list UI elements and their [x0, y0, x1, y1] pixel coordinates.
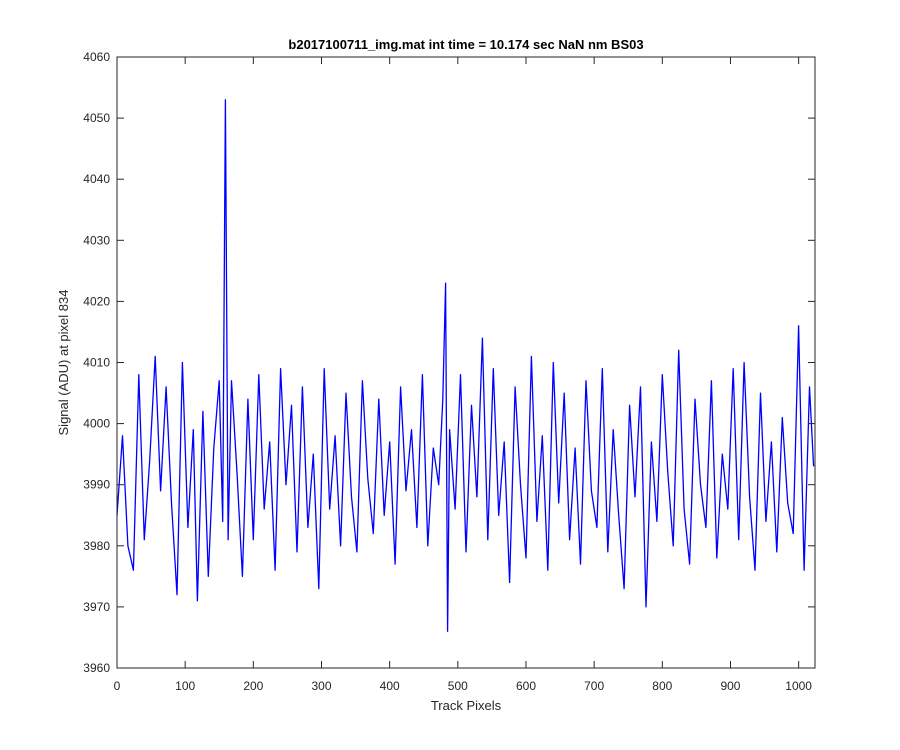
x-tick-label: 900: [720, 679, 740, 693]
y-tick-label: 4050: [83, 111, 110, 125]
x-axis: 0 100 200 300 400 500 600 700 800 900 1000: [114, 57, 812, 693]
y-tick-label: 4030: [83, 233, 110, 247]
y-tick-label: 4020: [83, 294, 110, 308]
x-tick-label: 100: [175, 679, 195, 693]
y-axis-label: Signal (ADU) at pixel 834: [56, 290, 71, 436]
data-layer: [116, 99, 815, 632]
x-tick-label: 700: [584, 679, 604, 693]
y-axis: 3960 3970 3980 3990 4000 4010 4020 4030 4040 4050…: [83, 50, 815, 675]
y-tick-label: 4040: [83, 172, 110, 186]
x-tick-label: 600: [516, 679, 536, 693]
x-tick-label: 500: [448, 679, 468, 693]
x-tick-label: 0: [114, 679, 121, 693]
y-tick-label: 3960: [83, 661, 110, 675]
x-tick-label: 800: [652, 679, 672, 693]
x-axis-label: Track Pixels: [431, 698, 502, 713]
x-tick-label: 400: [380, 679, 400, 693]
series-line-0: [116, 99, 815, 632]
x-tick-label: 1000: [785, 679, 812, 693]
x-tick-label: 200: [243, 679, 263, 693]
y-tick-label: 4000: [83, 417, 110, 431]
y-tick-label: 4010: [83, 356, 110, 370]
y-tick-label: 3980: [83, 539, 110, 553]
chart-title: b2017100711_img.mat int time = 10.174 se…: [288, 37, 643, 52]
y-tick-label: 4060: [83, 50, 110, 64]
x-tick-label: 300: [311, 679, 331, 693]
y-tick-label: 3990: [83, 478, 110, 492]
plot-area: [117, 57, 815, 668]
y-tick-label: 3970: [83, 600, 110, 614]
